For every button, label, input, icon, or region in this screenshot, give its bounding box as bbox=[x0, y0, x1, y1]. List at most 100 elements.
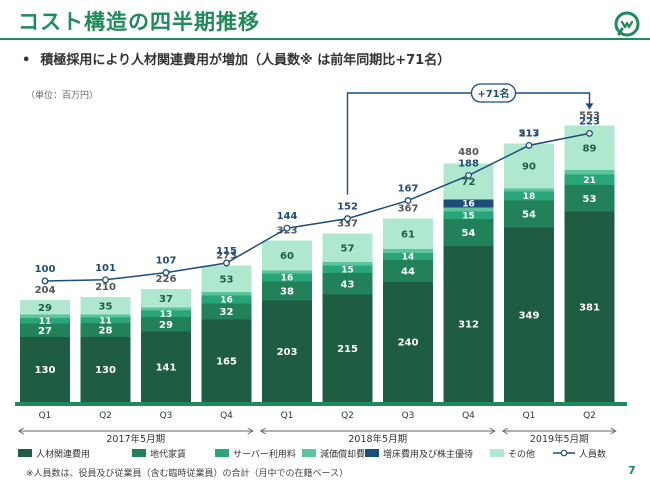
fiscal-bracket-left-1 bbox=[259, 427, 267, 435]
segment-label-5-0: 29 bbox=[38, 303, 52, 314]
total-label-7: 480 bbox=[458, 147, 479, 158]
bar-segment-2-3 bbox=[201, 295, 252, 304]
bar-segment-1-0 bbox=[20, 323, 70, 337]
segment-label-0-1: 130 bbox=[95, 365, 116, 376]
legend-headcount-marker bbox=[560, 449, 568, 457]
headcount-layer: 100 101 107 115 144 152 167 188 213 223 bbox=[35, 116, 600, 285]
segment-label-5-8: 90 bbox=[522, 162, 536, 173]
segment-labels-layer: 1302711291302811351412913371653216532033… bbox=[35, 143, 600, 376]
bar-segment-0-8 bbox=[504, 227, 554, 402]
summary-bullet: • 積極採用により人材関連費用が増加（人員数※ は前年同期比+71名） bbox=[22, 49, 450, 68]
total-label-6: 367 bbox=[398, 204, 419, 215]
headcount-point-4 bbox=[283, 224, 291, 232]
legend-label-1: 地代家賃 bbox=[150, 448, 186, 460]
unit-label: （単位：百万円） bbox=[26, 91, 99, 101]
bar-segment-0-4 bbox=[262, 300, 312, 402]
fiscal-bracket-left-0 bbox=[17, 427, 25, 435]
bar-segment-3-2 bbox=[141, 307, 191, 311]
annotation-label: +71名 bbox=[477, 87, 509, 100]
fiscal-label-0: 2017年5月期 bbox=[106, 433, 165, 445]
headcount-label-4: 144 bbox=[277, 211, 298, 222]
segment-label-5-6: 61 bbox=[401, 229, 415, 240]
total-label-9: 553 bbox=[579, 111, 600, 122]
headcount-point-7 bbox=[465, 171, 472, 179]
total-label-0: 204 bbox=[35, 285, 56, 296]
segment-label-5-9: 89 bbox=[583, 143, 597, 154]
bar-segment-2-1 bbox=[80, 317, 131, 323]
brand-logo-icon bbox=[614, 11, 640, 37]
segment-label-1-4: 38 bbox=[280, 287, 294, 298]
bar-segment-2-2 bbox=[141, 310, 191, 317]
segment-label-0-7: 312 bbox=[458, 320, 479, 331]
segment-label-1-9: 53 bbox=[583, 194, 597, 205]
annotation-arrowhead bbox=[585, 103, 594, 110]
bar-segment-1-4 bbox=[262, 281, 312, 301]
annotation-layer: +71名 bbox=[346, 83, 594, 195]
fiscal-bracket-left-2 bbox=[501, 427, 509, 435]
headcount-label-2: 107 bbox=[156, 256, 177, 267]
legend-label-2: サーバー利用料 bbox=[233, 448, 296, 460]
headcount-label-1: 101 bbox=[95, 263, 116, 274]
x-tick-label-0: Q1 bbox=[39, 411, 52, 421]
bar-segment-1-3 bbox=[201, 303, 252, 320]
bar-segment-1-8 bbox=[504, 200, 554, 228]
x-tick-label-8: Q1 bbox=[523, 411, 536, 421]
legend-label-4: 増床費用及び株主優待 bbox=[383, 448, 473, 460]
bar-segment-3-6 bbox=[383, 249, 433, 253]
legend-label-headcount: 人員数 bbox=[579, 448, 606, 460]
headcount-label-3: 115 bbox=[216, 246, 237, 257]
annotation-badge bbox=[470, 83, 517, 103]
footnote: ※人員数は、役員及び従業員（含む臨時従業員）の合計（月中での在籍ベース） bbox=[26, 469, 349, 479]
bar-segment-2-6 bbox=[383, 253, 433, 260]
page-number: 7 bbox=[628, 464, 636, 477]
bar-segment-5-5 bbox=[322, 233, 373, 262]
bar-segment-3-1 bbox=[80, 314, 131, 318]
bar-segment-3-3 bbox=[201, 292, 252, 296]
headcount-label-8: 213 bbox=[519, 128, 540, 139]
bar-segment-5-8 bbox=[504, 143, 554, 189]
headcount-point-2 bbox=[162, 269, 170, 277]
bar-segment-5-4 bbox=[262, 240, 312, 271]
total-label-1: 210 bbox=[95, 282, 116, 293]
total-label-2: 226 bbox=[156, 274, 177, 285]
bar-segment-5-0 bbox=[20, 300, 70, 315]
segment-label-0-5: 215 bbox=[337, 344, 358, 355]
segment-label-1-7: 54 bbox=[462, 228, 476, 239]
bar-segment-0-0 bbox=[20, 337, 70, 402]
segment-label-1-1: 28 bbox=[99, 326, 113, 337]
page-title: コスト構造の四半期推移 bbox=[18, 10, 260, 34]
legend-label-0: 人材関連費用 bbox=[36, 448, 90, 460]
segment-label-0-8: 349 bbox=[519, 310, 540, 321]
headcount-label-5: 152 bbox=[337, 202, 358, 213]
segment-label-4-7: 16 bbox=[462, 200, 475, 210]
segment-label-0-3: 165 bbox=[216, 356, 237, 367]
segment-label-2-3: 16 bbox=[220, 296, 233, 306]
segment-label-1-2: 29 bbox=[159, 320, 173, 331]
title-rule bbox=[0, 38, 650, 40]
total-label-5: 337 bbox=[337, 219, 358, 230]
headcount-label-9: 223 bbox=[579, 116, 600, 127]
segment-label-2-7: 15 bbox=[462, 211, 475, 221]
headcount-point-6 bbox=[404, 197, 412, 205]
bar-segment-1-6 bbox=[383, 260, 433, 282]
bar-segment-2-7 bbox=[443, 211, 494, 219]
bar-segment-1-7 bbox=[443, 219, 494, 246]
bar-segment-3-4 bbox=[262, 270, 312, 274]
axis-layer: Q1 Q2 Q3 Q4 Q1 Q2 Q3 Q4 Q1 Q2 2017年5月期 2018年5月期 2019… bbox=[15, 402, 627, 445]
headcount-line bbox=[44, 132, 590, 282]
total-labels-layer: 204210226273323337367480517553 bbox=[35, 111, 600, 297]
fiscal-bracket-right-1 bbox=[489, 427, 496, 435]
legend-swatch-4 bbox=[365, 449, 379, 457]
headcount-point-5 bbox=[344, 215, 351, 223]
segment-label-2-6: 14 bbox=[402, 253, 415, 263]
bar-segment-5-3 bbox=[201, 265, 252, 292]
total-label-3: 273 bbox=[216, 251, 237, 262]
segment-label-2-9: 21 bbox=[583, 176, 596, 186]
segment-label-5-4: 60 bbox=[280, 251, 294, 262]
bar-segment-0-1 bbox=[80, 337, 131, 402]
bar-segment-5-2 bbox=[141, 289, 191, 308]
bar-segment-0-9 bbox=[564, 211, 615, 402]
legend-swatch-3 bbox=[302, 449, 316, 457]
segment-label-5-2: 37 bbox=[159, 294, 173, 305]
headcount-label-6: 167 bbox=[398, 184, 419, 195]
